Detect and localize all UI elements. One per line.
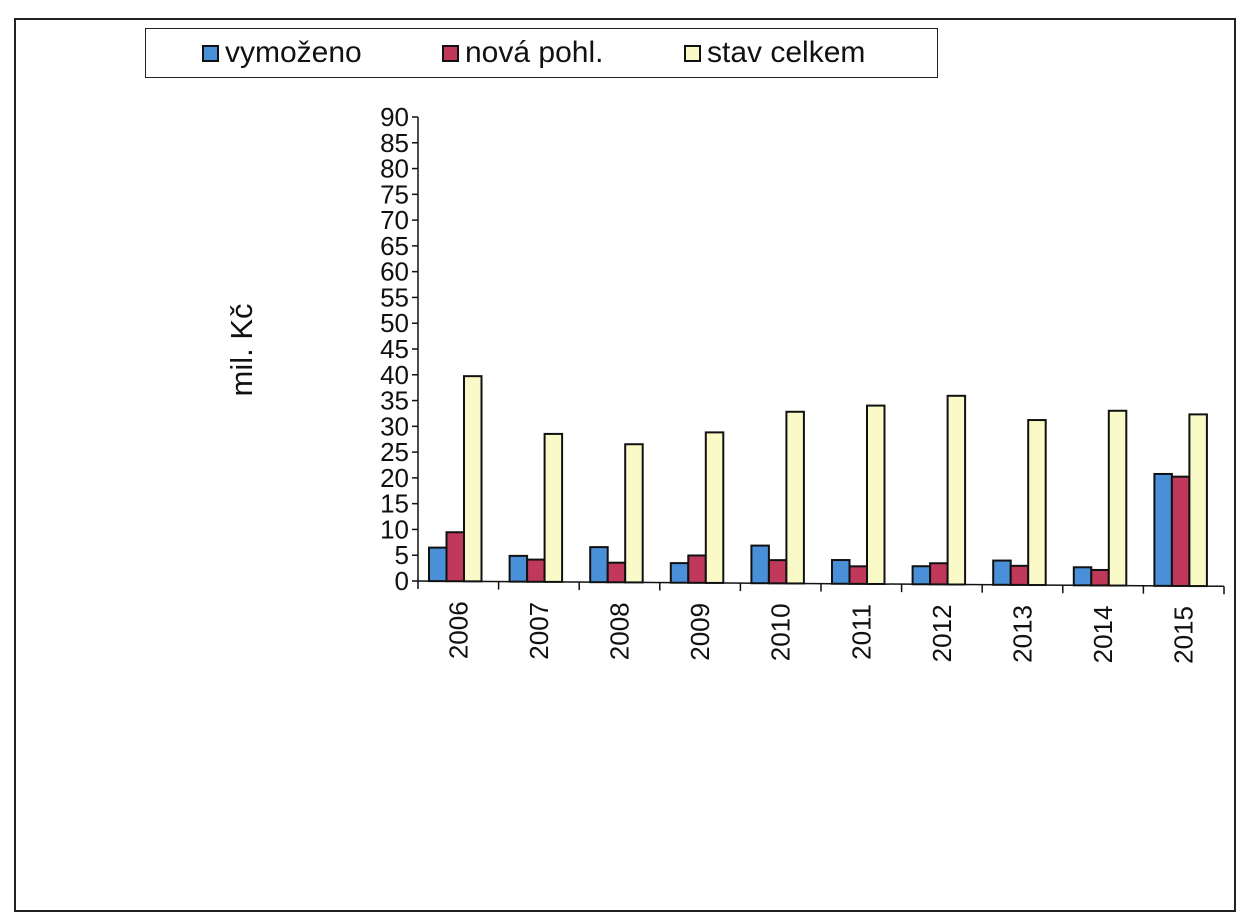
- y-tick-label: 50: [380, 308, 409, 338]
- y-tick-label: 60: [380, 257, 409, 287]
- y-tick-label: 45: [380, 334, 409, 364]
- y-tick-label: 0: [395, 566, 409, 596]
- y-tick-label: 10: [380, 514, 409, 544]
- x-tick-label: 2009: [685, 603, 715, 661]
- bar-stav-celkem-2007: [543, 432, 564, 583]
- bar-vymo-eno-2009: [669, 562, 690, 584]
- legend-label-nova-pohl: nová pohl.: [465, 36, 604, 69]
- x-tick-label: 2008: [605, 602, 635, 660]
- y-axis-label: mil. Kč: [224, 304, 259, 397]
- x-tick-label: 2006: [443, 601, 473, 659]
- bar-vymo-eno-2014: [1072, 566, 1093, 587]
- bars: [428, 375, 1208, 588]
- legend-swatch-stav-celkem: [684, 44, 701, 62]
- bar-stav-celkem-2010: [785, 410, 805, 585]
- bar-nov-pohl--2014: [1090, 568, 1110, 587]
- legend-label-vymozeno: vymoženo: [225, 36, 362, 69]
- y-tick-label: 55: [380, 282, 409, 312]
- y-tick-label: 80: [380, 154, 409, 184]
- x-tick-label: 2013: [1008, 605, 1038, 663]
- bar-nov-pohl--2006: [445, 531, 465, 583]
- legend-item-vymozeno: vymoženo: [202, 37, 362, 69]
- x-tick-label: 2011: [846, 604, 876, 660]
- y-tick-label: 70: [380, 205, 409, 235]
- bar-vymo-eno-2010: [750, 544, 770, 585]
- bar-stav-celkem-2013: [1027, 419, 1047, 587]
- y-tick-label: 85: [380, 128, 409, 158]
- bar-vymo-eno-2013: [992, 559, 1012, 586]
- bar-stav-celkem-2012: [946, 394, 967, 586]
- y-tick-label: 25: [380, 437, 409, 467]
- bar-nov-pohl--2009: [687, 554, 707, 584]
- bar-vymo-eno-2007: [508, 554, 529, 583]
- y-tick-label: 75: [380, 179, 409, 209]
- bar-stav-celkem-2014: [1107, 409, 1128, 587]
- y-tick-label: 15: [380, 489, 409, 519]
- x-tick-label: 2010: [766, 603, 796, 661]
- legend-swatch-vymozeno: [202, 44, 219, 62]
- bar-nov-pohl--2008: [606, 561, 627, 584]
- x-tick-label: 2015: [1169, 606, 1199, 664]
- bar-nov-pohl--2013: [1009, 564, 1030, 586]
- legend-label-stav-celkem: stav celkem: [707, 36, 866, 69]
- bar-stav-celkem-2011: [866, 404, 886, 585]
- y-tick-label: 5: [395, 540, 409, 570]
- bar-stav-celkem-2009: [704, 431, 725, 584]
- y-tick-label: 20: [380, 463, 409, 493]
- legend-swatch-nova-pohl: [442, 44, 459, 62]
- bar-vymo-eno-2012: [911, 565, 932, 586]
- bar-nov-pohl--2010: [767, 559, 788, 585]
- bar-stav-celkem-2008: [624, 443, 644, 584]
- y-tick-label: 65: [380, 231, 409, 261]
- bar-nov-pohl--2012: [929, 562, 949, 586]
- y-tick-label: 40: [380, 360, 409, 390]
- bar-vymo-eno-2006: [428, 546, 448, 583]
- legend-item-stav-celkem: stav celkem: [684, 37, 865, 69]
- bar-stav-celkem-2006: [463, 375, 483, 583]
- bar-nov-pohl--2015: [1170, 475, 1191, 587]
- bar-vymo-eno-2011: [831, 559, 851, 585]
- chart-frame: [14, 18, 1236, 912]
- bar-stav-celkem-2015: [1188, 413, 1208, 588]
- legend-item-nova-pohl: nová pohl.: [442, 37, 603, 69]
- legend: vymoženo nová pohl. stav celkem: [145, 28, 938, 78]
- x-tick-label: 2007: [524, 602, 554, 660]
- y-tick-label: 30: [380, 411, 409, 441]
- bar-nov-pohl--2007: [526, 558, 546, 583]
- bar-vymo-eno-2015: [1153, 472, 1173, 587]
- bar-nov-pohl--2011: [848, 565, 868, 585]
- bar-vymo-eno-2008: [589, 546, 609, 584]
- y-tick-label: 35: [380, 386, 409, 416]
- y-tick-label: 90: [380, 102, 409, 132]
- x-tick-label: 2012: [927, 604, 957, 662]
- x-tick-label: 2014: [1088, 606, 1118, 664]
